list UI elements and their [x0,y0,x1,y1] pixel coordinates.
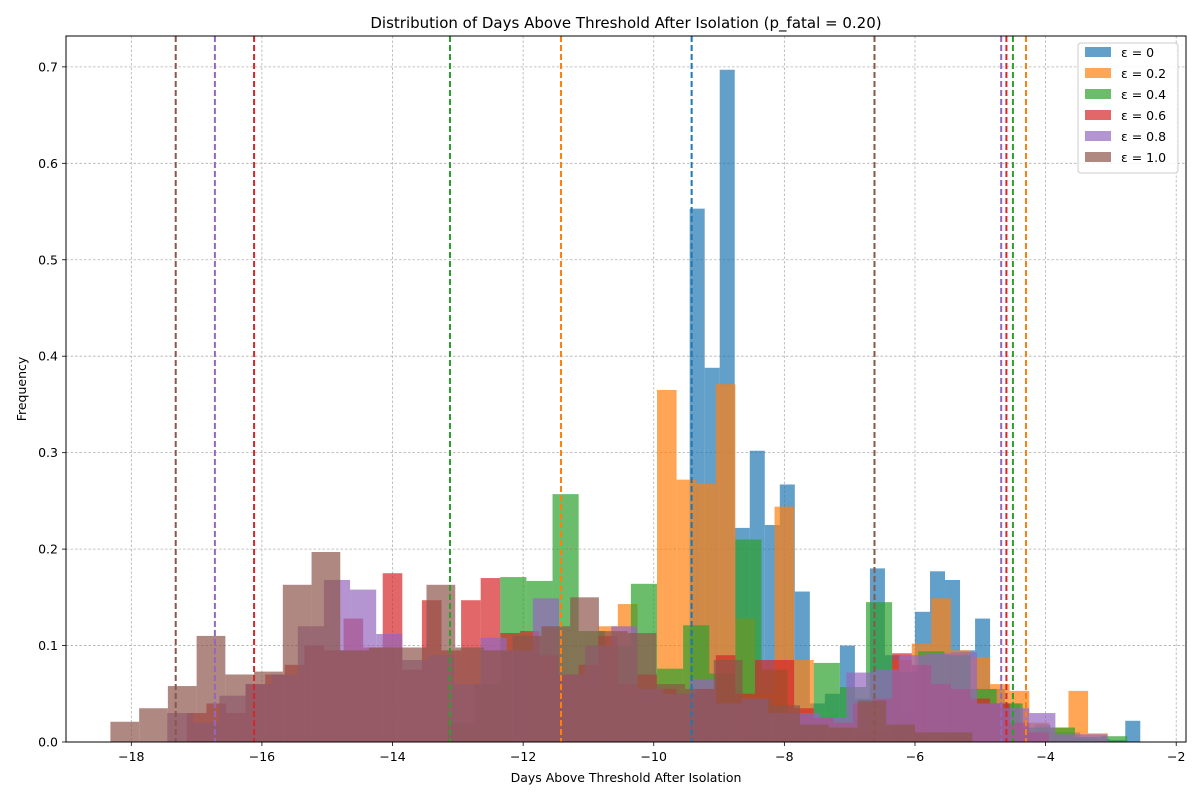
histogram-bar [943,732,973,742]
histogram-bar [742,698,772,742]
x-tick-label: −10 [641,749,667,764]
histogram-bar [282,584,312,742]
histogram-bar [685,688,714,742]
histogram-bar [254,671,283,742]
histogram-bar [1003,708,1030,742]
y-tick-label: 0.5 [38,252,58,267]
histogram-bar [1101,736,1128,742]
histogram-bar [541,626,571,742]
x-tick-label: −18 [118,749,144,764]
histogram-bar [713,660,743,742]
legend-label: ε = 0 [1121,45,1154,60]
mean-lines [174,36,1027,742]
histogram-bar [167,686,197,742]
y-axis-label: Frequency [14,356,29,421]
chart-title: Distribution of Days Above Threshold Aft… [370,14,881,33]
series-5 [110,551,973,742]
histogram-bar [1081,734,1108,742]
legend-swatch [1085,47,1111,57]
histogram-bar [110,721,140,742]
histogram-bar [627,633,657,742]
x-tick-label: −4 [1036,749,1054,764]
y-tick-label: 0.2 [38,542,58,557]
x-tick-label: −14 [379,749,405,764]
histogram-bar [598,631,628,742]
histogram-bar [139,708,168,742]
histogram-bar [857,700,887,742]
histogram-bar [828,727,858,742]
legend-swatch [1085,110,1111,120]
y-tick-label: 0.6 [38,156,58,171]
histogram-bar [771,705,801,742]
histogram-bar [1125,720,1141,742]
x-tick-label: −16 [249,749,275,764]
legend-label: ε = 0.2 [1121,66,1166,81]
x-axis-label: Days Above Threshold After Isolation [511,770,742,785]
legend-label: ε = 0.4 [1121,87,1166,102]
histogram-bar [512,635,542,742]
legend-swatch [1085,131,1111,141]
histogram-bar [800,724,829,742]
histogram-bar [1055,734,1082,742]
x-tick-label: −2 [1167,749,1185,764]
legend-label: ε = 0.8 [1121,129,1166,144]
histogram-bar [914,732,944,742]
histogram-bar [924,653,951,742]
x-tick-label: −6 [906,749,924,764]
histogram-bar [311,551,341,742]
x-tick-label: −8 [775,749,793,764]
y-tick-label: 0.0 [38,735,58,750]
legend-label: ε = 0.6 [1121,108,1166,123]
histogram-bar [656,684,686,742]
histogram-bar [1029,713,1056,742]
histogram-bar [225,674,255,742]
histogram-bar [397,647,427,742]
histogram-bar [977,703,1004,742]
legend-swatch [1085,89,1111,99]
grid-lines [66,36,1186,743]
y-tick-label: 0.4 [38,349,58,364]
histogram-bar [369,647,398,742]
histogram-bar [715,384,736,742]
axes-frame [65,35,1187,743]
histogram-bar [196,635,226,742]
legend-swatch [1085,68,1111,78]
legend: ε = 0 ε = 0.2 ε = 0.4 ε = 0.6 ε = 0.8 ε = 1.0 [1077,42,1179,174]
axis-ticks: −18 −16 −14 −12 −10 −8 −6 −4 −2 0.0 0.1 0.2 0.3 0.4 0.… [38,59,1185,764]
legend-swatch [1085,152,1111,162]
histogram-bar [340,650,370,742]
histogram-bars [110,69,1141,742]
histogram-bar [886,724,915,742]
histogram-bar [570,597,599,742]
legend-label: ε = 1.0 [1121,150,1166,165]
y-tick-label: 0.7 [38,59,58,74]
x-tick-label: −12 [510,749,536,764]
histogram-bar [483,650,513,742]
y-tick-label: 0.1 [38,638,58,653]
histogram-bar [455,647,484,742]
y-tick-label: 0.3 [38,445,58,460]
histogram-bar [950,652,978,742]
histogram-bar [657,389,677,742]
